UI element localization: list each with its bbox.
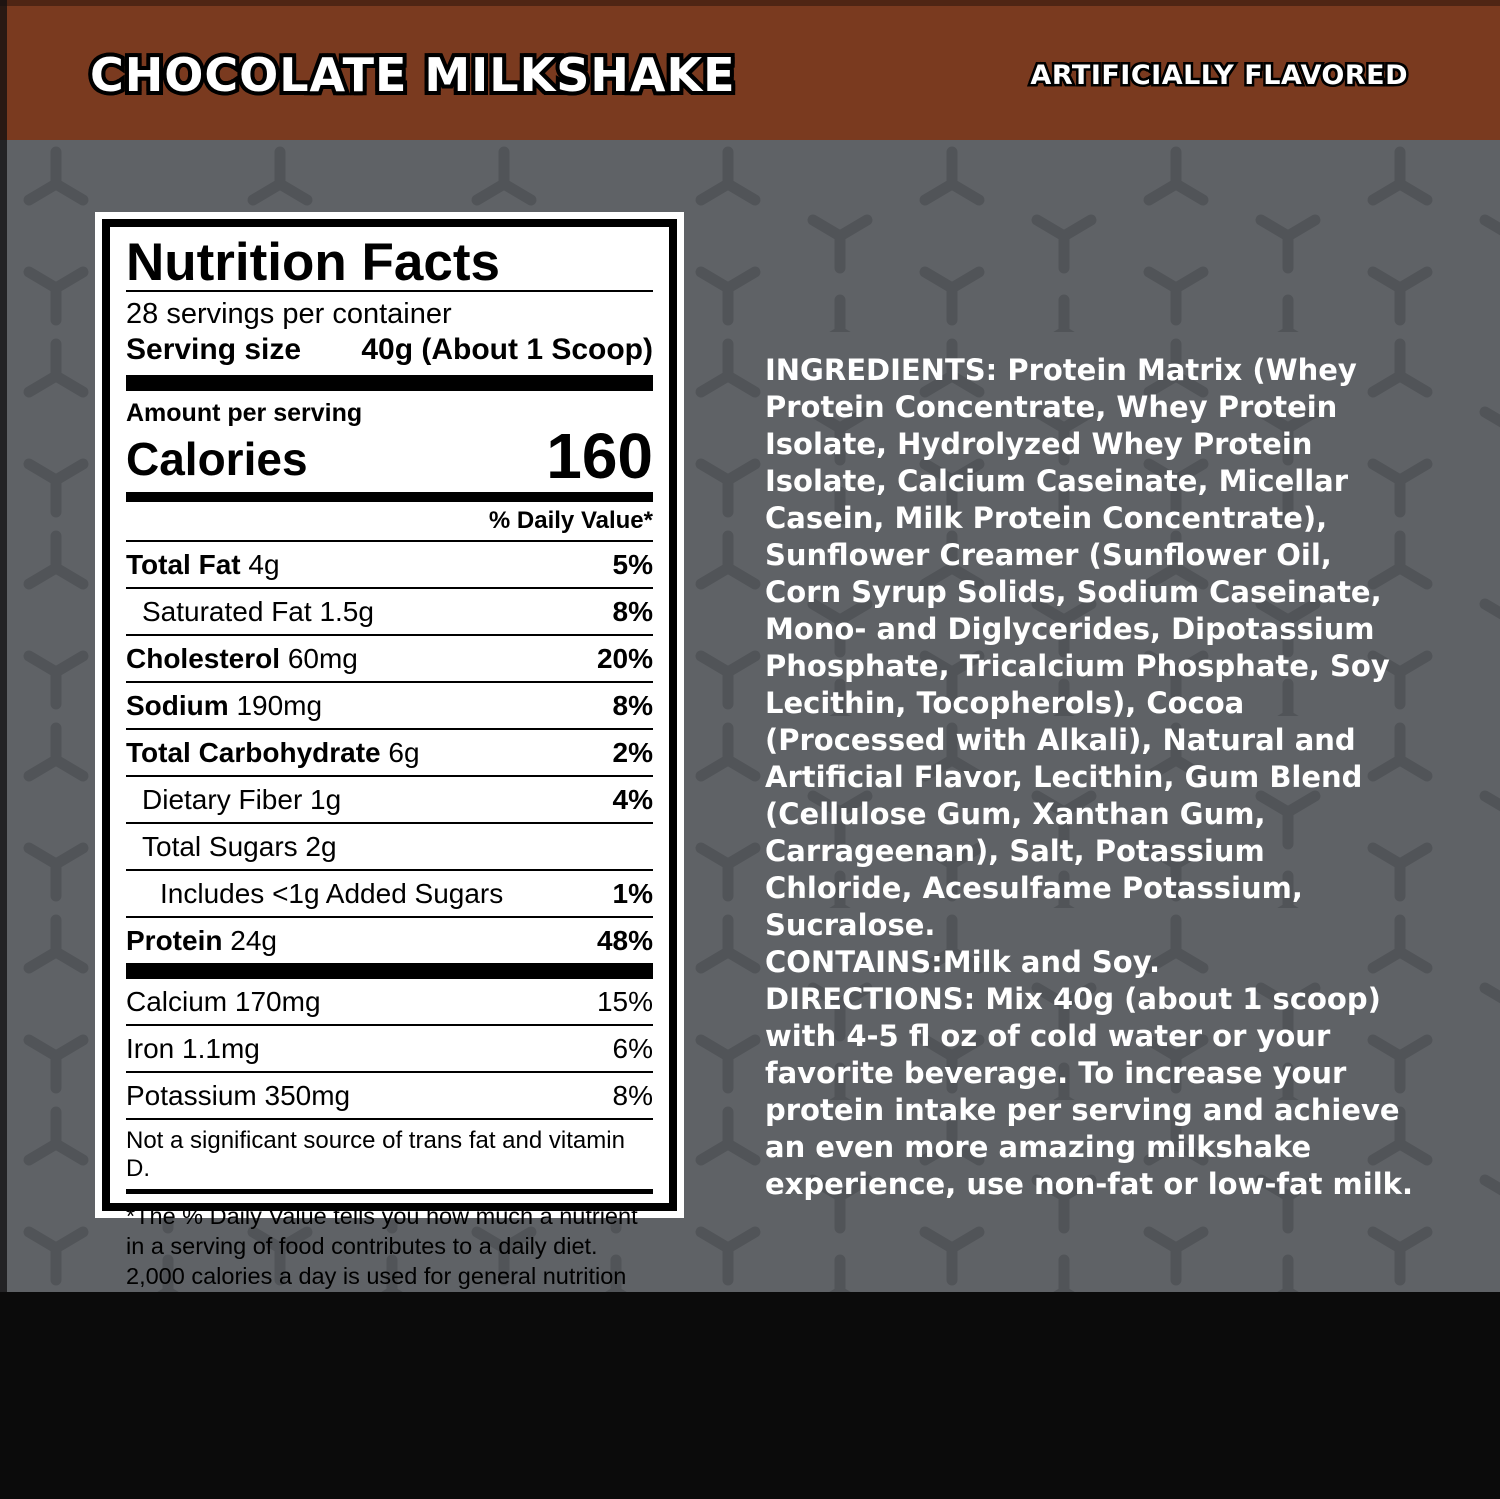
thick-divider	[126, 962, 653, 979]
nutrient-amount: 6g	[388, 736, 420, 768]
nutrient-name: Saturated Fat	[142, 595, 312, 627]
nutrient-name: Protein	[126, 924, 223, 956]
nutrition-facts-border: Nutrition Facts 28 servings per containe…	[102, 219, 677, 1319]
nutrient-name: Cholesterol	[126, 642, 281, 674]
mineral-row: Iron 1.1mg 6%	[126, 1023, 653, 1071]
nutrient-row: Sodium 190mg 8%	[126, 680, 653, 728]
mineral-dv: 15%	[596, 985, 653, 1017]
directions-label: DIRECTIONS:	[765, 982, 976, 1016]
ingredients-paragraph: INGREDIENTS: Protein Matrix (Whey Protei…	[765, 352, 1417, 944]
mineral-name: Iron 1.1mg	[126, 1032, 260, 1064]
nutrient-dv: 8%	[612, 595, 653, 627]
nutrient-row: Protein 24g 48%	[126, 915, 653, 963]
nutrition-facts-panel: Nutrition Facts 28 servings per containe…	[95, 212, 684, 1319]
nutrient-name: Dietary Fiber	[142, 783, 303, 815]
mineral-dv: 8%	[612, 1079, 653, 1111]
nutrient-dv: 1%	[612, 877, 653, 909]
left-edge-shadow	[0, 0, 7, 1292]
nutrient-name: Total Fat	[126, 548, 241, 580]
directions-text: Mix 40g (about 1 scoop) with 4-5 fl oz o…	[765, 982, 1413, 1201]
nutrient-dv: 20%	[596, 642, 653, 674]
nutrient-name: Total Carbohydrate	[126, 736, 381, 768]
mineral-dv: 6%	[612, 1032, 653, 1064]
nutrient-name: Includes <1g Added Sugars	[160, 877, 504, 909]
nutrient-name: Sodium	[126, 689, 229, 721]
nutrient-row: Total Carbohydrate 6g 2%	[126, 727, 653, 775]
calories-row: Calories 160	[126, 420, 653, 493]
serving-size-label: Serving size	[126, 333, 302, 367]
daily-value-header: % Daily Value*	[488, 506, 653, 534]
benefits-footer: 24 G PROTEIN USE ANYTIME DAY OR NIGHT 11…	[0, 1292, 1500, 1499]
contains-text: Milk and Soy.	[942, 945, 1160, 979]
nutrient-amount: 2g	[305, 830, 337, 862]
ingredients-label: INGREDIENTS:	[765, 353, 998, 387]
nutrient-dv: 48%	[596, 924, 653, 956]
directions-paragraph: DIRECTIONS: Mix 40g (about 1 scoop) with…	[765, 981, 1417, 1203]
nutrient-row: Total Sugars 2g	[126, 821, 653, 869]
calories-label: Calories	[126, 432, 308, 485]
calories-value: 160	[546, 420, 653, 493]
mineral-name: Calcium 170mg	[126, 985, 321, 1017]
nutrient-row: Includes <1g Added Sugars 1%	[126, 868, 653, 916]
divider	[126, 290, 653, 293]
top-edge-shadow	[0, 0, 1500, 6]
flavor-name: CHOCOLATE MILKSHAKE	[86, 44, 739, 106]
nutrient-row: Total Fat 4g 5%	[126, 539, 653, 587]
ingredients-text: Protein Matrix (Whey Protein Concentrate…	[765, 353, 1390, 942]
mineral-row: Calcium 170mg 15%	[126, 979, 653, 1024]
nutrient-amount: 24g	[230, 924, 277, 956]
not-significant-note: Not a significant source of trans fat an…	[126, 1117, 653, 1189]
nutrient-amount: 60mg	[287, 642, 358, 674]
servings-per-container: 28 servings per container	[126, 298, 452, 331]
nutrient-amount: 1.5g	[319, 595, 374, 627]
info-column: INGREDIENTS: Protein Matrix (Whey Protei…	[765, 352, 1417, 1203]
contains-paragraph: CONTAINS:Milk and Soy.	[765, 944, 1417, 981]
nutrient-dv: 8%	[612, 689, 653, 721]
amount-per-serving: Amount per serving	[126, 399, 363, 428]
flavor-note: ARTIFICIALLY FLAVORED	[1028, 57, 1410, 93]
nutrient-amount: 1g	[310, 783, 342, 815]
contains-label: CONTAINS:	[765, 945, 943, 979]
nutrient-row: Dietary Fiber 1g 4%	[126, 774, 653, 822]
nutrition-title: Nutrition Facts	[126, 233, 500, 292]
nutrient-name: Total Sugars	[142, 830, 298, 862]
serving-size-value: 40g (About 1 Scoop)	[361, 333, 653, 367]
nutrient-dv: 5%	[612, 548, 653, 580]
nutrient-dv: 2%	[612, 736, 653, 768]
mineral-row: Potassium 350mg 8%	[126, 1070, 653, 1118]
mineral-name: Potassium 350mg	[126, 1079, 351, 1111]
thick-divider	[126, 375, 653, 392]
flavor-header: CHOCOLATE MILKSHAKE ARTIFICIALLY FLAVORE…	[0, 0, 1500, 140]
serving-size-row: Serving size 40g (About 1 Scoop)	[126, 331, 653, 375]
nutrient-amount: 190mg	[236, 689, 323, 721]
nutrient-row: Saturated Fat 1.5g 8%	[126, 586, 653, 634]
nutrient-dv: 4%	[612, 783, 653, 815]
nutrient-amount: 4g	[248, 548, 280, 580]
nutrient-row: Cholesterol 60mg 20%	[126, 633, 653, 681]
medium-divider	[126, 491, 653, 502]
